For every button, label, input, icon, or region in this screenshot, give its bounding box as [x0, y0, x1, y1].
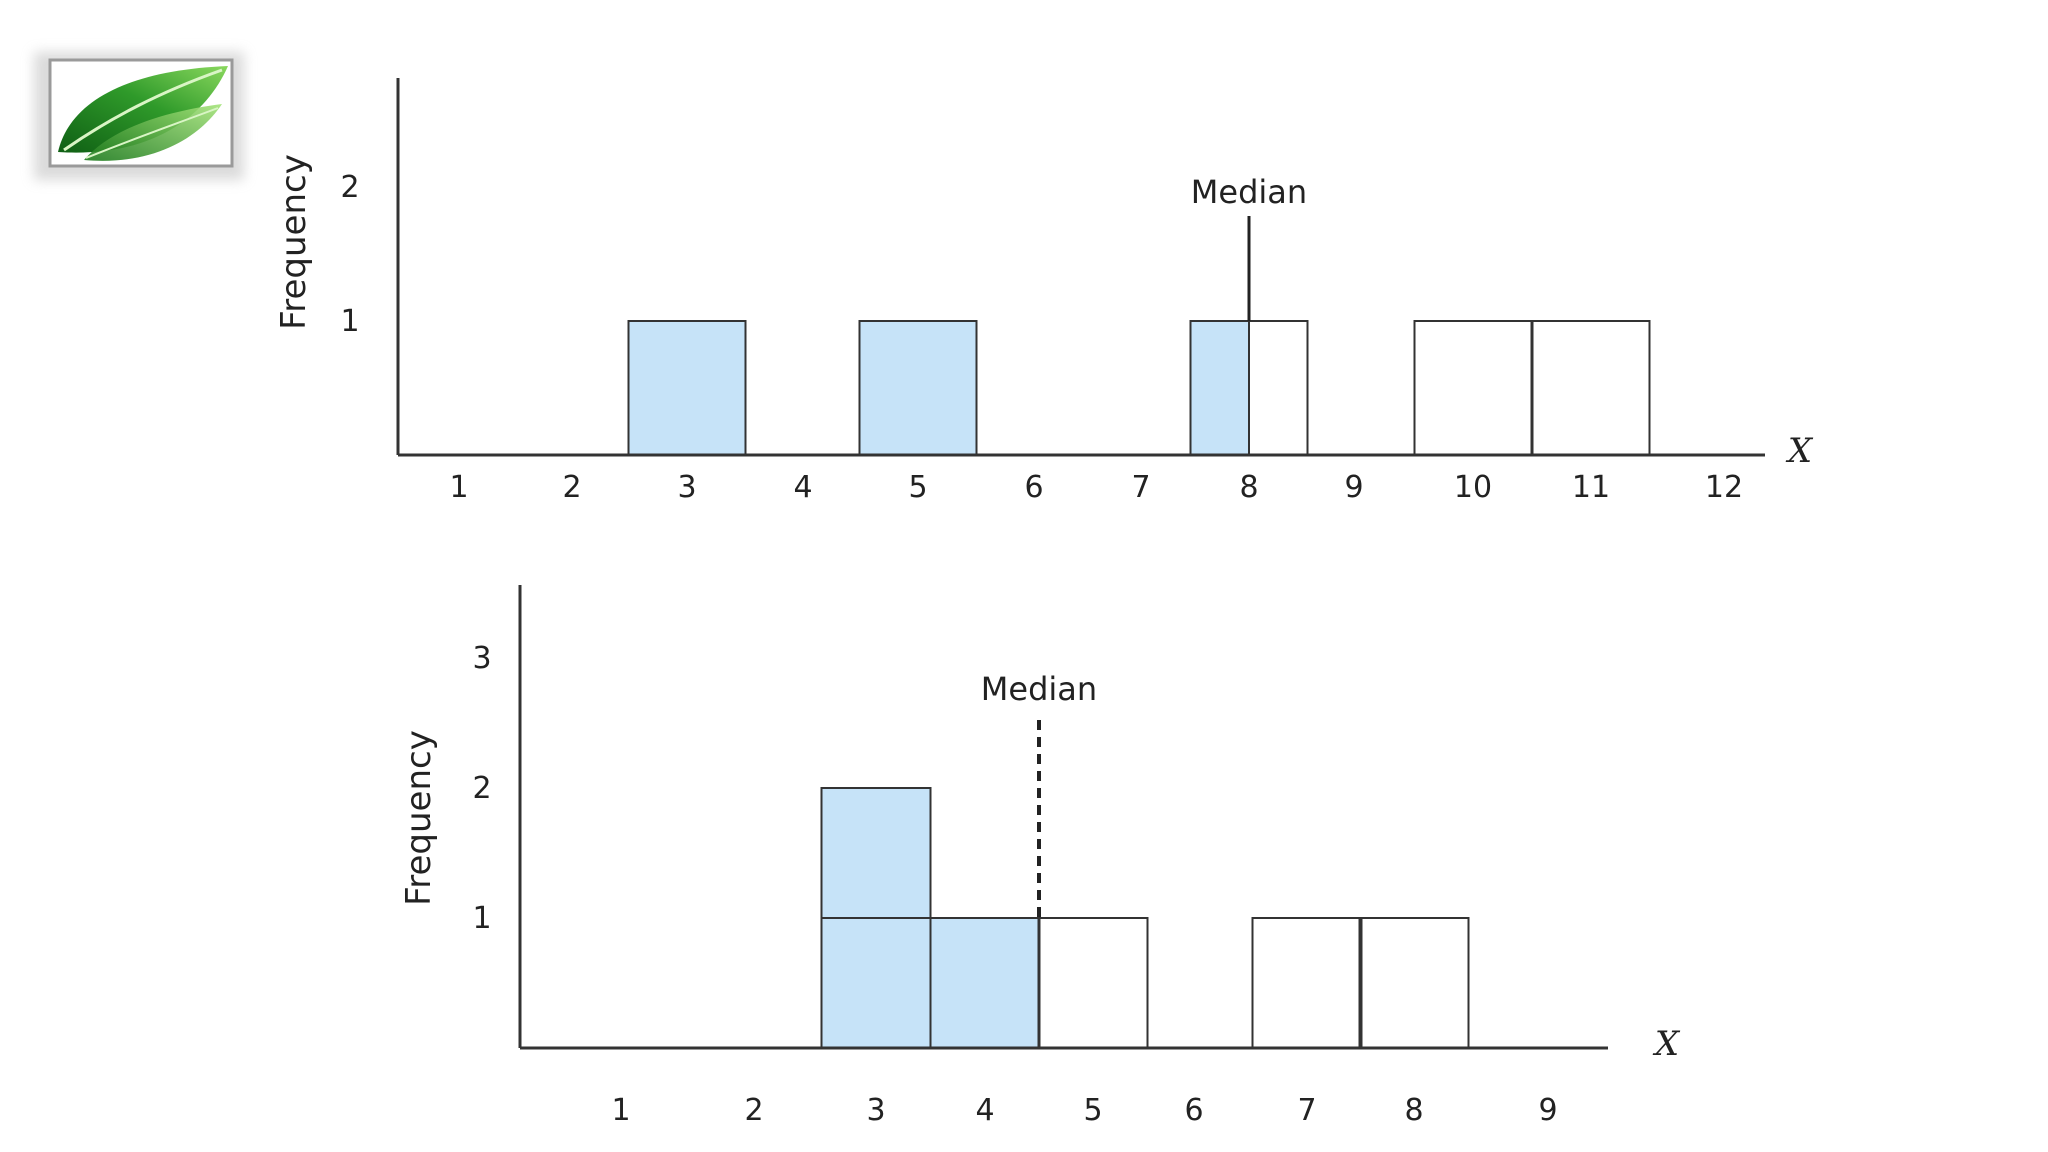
y-tick-label-2: 2: [472, 771, 491, 806]
bottom-histogram: 1 2 3 4 5 6 7 8 9 1 2 3 Frequency X Median: [399, 585, 1681, 1128]
bar-shade-3-1: [821, 918, 931, 1048]
bar-10-1: [1413, 320, 1533, 456]
y-tick-label-2: 2: [340, 170, 359, 205]
x-tick-label-1: 1: [449, 470, 468, 505]
bar-8-1: [1358, 917, 1470, 1049]
x-tick-label-7: 7: [1297, 1093, 1316, 1128]
median-label: Median: [981, 670, 1097, 708]
x-tick-label-3: 3: [677, 470, 696, 505]
x-tick-label-10: 10: [1454, 470, 1492, 505]
x-tick-label-2: 2: [562, 470, 581, 505]
x-tick-label-5: 5: [1083, 1093, 1102, 1128]
x-tick-label-12: 12: [1705, 470, 1743, 505]
x-axis-title: X: [1785, 431, 1814, 471]
x-tick-label-3: 3: [866, 1093, 885, 1128]
x-tick-label-9: 9: [1538, 1093, 1557, 1128]
bar-shade-5-1: [859, 321, 977, 455]
leaf-icon: [58, 66, 228, 161]
y-tick-label-1: 1: [340, 304, 359, 339]
x-tick-label-1: 1: [611, 1093, 630, 1128]
y-tick-label-3: 3: [472, 641, 491, 676]
y-axis-title: Frequency: [399, 730, 439, 906]
bar-shade-8-1: [1190, 321, 1249, 455]
x-tick-label-5: 5: [908, 470, 927, 505]
x-tick-label-4: 4: [793, 470, 812, 505]
x-tick-label-8: 8: [1239, 470, 1258, 505]
x-tick-label-9: 9: [1344, 470, 1363, 505]
x-tick-label-11: 11: [1572, 470, 1610, 505]
bar-shade-3-1: [628, 321, 746, 455]
x-tick-label-6: 6: [1024, 470, 1043, 505]
bar-11-1: [1531, 320, 1651, 456]
x-axis-title: X: [1652, 1024, 1681, 1064]
x-tick-label-7: 7: [1131, 470, 1150, 505]
bar-shade-3-2: [821, 788, 931, 918]
bar-5-1: [1037, 917, 1149, 1049]
x-tick-label-2: 2: [744, 1093, 763, 1128]
x-tick-label-4: 4: [975, 1093, 994, 1128]
bar-7-1: [1251, 917, 1363, 1049]
x-tick-label-6: 6: [1184, 1093, 1203, 1128]
y-tick-label-1: 1: [472, 901, 491, 936]
median-label: Median: [1191, 173, 1307, 211]
x-tick-label-8: 8: [1404, 1093, 1423, 1128]
logo: [34, 52, 244, 180]
bar-shade-4-1: [930, 918, 1040, 1048]
bar-3-2: [820, 787, 932, 919]
y-axis-title: Frequency: [274, 154, 314, 330]
